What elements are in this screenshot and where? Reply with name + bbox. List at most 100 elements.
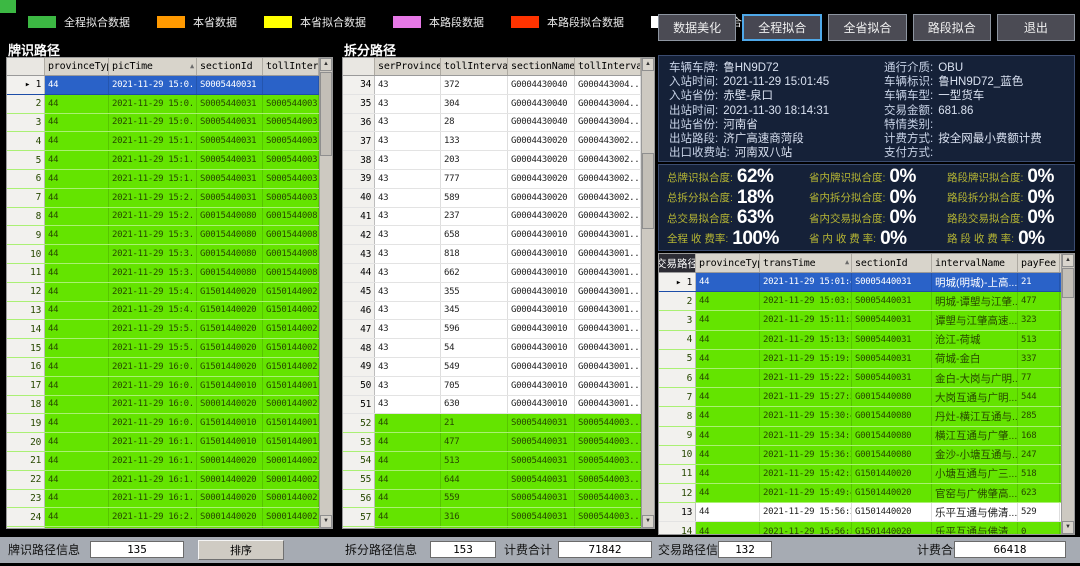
table-row[interactable]: 19 44 2021-11-29 16:0... G1501440010 G150144… bbox=[7, 414, 332, 434]
scroll-down-icon[interactable]: ▼ bbox=[1062, 521, 1074, 534]
table-row[interactable]: 46 43 345 G0004430010 G000443001... bbox=[343, 301, 654, 321]
column-header-tollIntervalIc[interactable]: tollIntervalIc bbox=[263, 58, 319, 75]
column-header-provinceType[interactable]: provinceType bbox=[696, 254, 760, 272]
section-fit-button[interactable]: 路段拟合 bbox=[912, 14, 991, 41]
split-total-field[interactable] bbox=[558, 541, 652, 558]
sort-button[interactable]: 排序 bbox=[198, 540, 284, 560]
table-row[interactable]: 51 43 630 G0004430010 G000443001... bbox=[343, 395, 654, 415]
table-row[interactable]: 2 44 2021-11-29 15:03:35 S0005440031 明城-谭塱与江… bbox=[659, 292, 1074, 312]
table-row[interactable]: 22 44 2021-11-29 16:1... S0001440020 S000144… bbox=[7, 470, 332, 490]
table-row[interactable]: 38 43 203 G0004430020 G000443002... bbox=[343, 151, 654, 170]
table-row[interactable]: 53 44 477 S0005440031 S000544003... bbox=[343, 433, 654, 452]
table-row[interactable]: 45 43 355 G0004430010 G000443001... bbox=[343, 282, 654, 302]
table-row[interactable]: 13 44 2021-11-29 15:4... G1501440020 G150144… bbox=[7, 301, 332, 321]
column-header-intervalName[interactable]: intervalName bbox=[932, 254, 1018, 272]
table-row[interactable]: 9 44 2021-11-29 15:34:16 G0015440080 横江互通与广肇… bbox=[659, 426, 1074, 446]
table-row[interactable]: 4 44 2021-11-29 15:13:18 S0005440031 沧江-荷城 51… bbox=[659, 330, 1074, 350]
trans-info-count-field[interactable] bbox=[718, 541, 772, 558]
column-header-picTime[interactable]: picTime ▲ bbox=[109, 58, 197, 75]
table-row[interactable]: 39 43 777 G0004430020 G000443002... bbox=[343, 169, 654, 189]
table-row[interactable]: 20 44 2021-11-29 16:1... G1501440010 G150144… bbox=[7, 433, 332, 452]
table-row[interactable]: 10 44 2021-11-29 15:36:28 G0015440080 金沙-小塘互… bbox=[659, 445, 1074, 465]
table-row[interactable]: 50 43 705 G0004430010 G000443001... bbox=[343, 376, 654, 396]
table-row[interactable]: 23 44 2021-11-29 16:1... S0001440020 S000144… bbox=[7, 489, 332, 509]
table-row[interactable]: 54 44 513 S0005440031 S000544003... bbox=[343, 451, 654, 471]
scrollbar-thumb[interactable] bbox=[320, 72, 332, 156]
table-row[interactable]: 34 43 372 G0004430040 G000443004... bbox=[343, 76, 654, 95]
table-row[interactable]: 8 44 2021-11-29 15:30:46 G0015440080 丹灶-横江互通… bbox=[659, 407, 1074, 427]
province-fit-button[interactable]: 全省拟合 bbox=[828, 14, 907, 41]
table-row[interactable]: 24 44 2021-11-29 16:2... S0001440020 S000144… bbox=[7, 508, 332, 528]
plate-info-count-field[interactable] bbox=[90, 541, 184, 558]
table-row[interactable]: 56 44 559 S0005440031 S000544003... bbox=[343, 489, 654, 509]
column-header-sectionId[interactable]: sectionId bbox=[852, 254, 932, 272]
column-header-sectionId[interactable]: sectionId bbox=[197, 58, 263, 75]
table-row[interactable]: 25442021-11-29 16:2...S0041440010S004144… bbox=[7, 527, 332, 528]
table-row[interactable]: 16 44 2021-11-29 16:0... G1501440020 G150144… bbox=[7, 357, 332, 377]
trans-total-field[interactable] bbox=[954, 541, 1066, 558]
table-row[interactable]: 15 44 2021-11-29 15:5... G1501440020 G150144… bbox=[7, 339, 332, 358]
split-info-count-field[interactable] bbox=[430, 541, 496, 558]
column-header-payFee[interactable]: payFee bbox=[1018, 254, 1060, 272]
table-row[interactable]: 52 44 21 S0005440031 S000544003... bbox=[343, 414, 654, 434]
table-row[interactable]: 5 44 2021-11-29 15:1... S0005440031 S0005440… bbox=[7, 151, 332, 170]
table-row[interactable]: 12 44 2021-11-29 15:49:45 G1501440020 官窑与广佛肇… bbox=[659, 484, 1074, 504]
column-header-transTime[interactable]: transTime ▲ bbox=[760, 254, 852, 272]
table-row[interactable]: 14 44 2021-11-29 15:56:20 G1501440020 乐平互通与佛… bbox=[659, 522, 1074, 534]
split-vertical-scrollbar[interactable]: ▲ ▼ bbox=[641, 58, 654, 528]
table-row[interactable]: 6 44 2021-11-29 15:22:18 S0005440031 金白-大岗与广… bbox=[659, 368, 1074, 389]
table-row[interactable]: 6 44 2021-11-29 15:1... S0005440031 S0005440… bbox=[7, 169, 332, 189]
column-header-tollIntervalPa[interactable]: tollIntervalPa bbox=[441, 58, 508, 75]
scroll-down-icon[interactable]: ▼ bbox=[320, 515, 332, 528]
table-row[interactable]: 55 44 644 S0005440031 S000544003... bbox=[343, 470, 654, 490]
table-row[interactable]: 57 44 316 S0005440031 S000544003... bbox=[343, 508, 654, 528]
table-row[interactable]: 5 44 2021-11-29 15:19:10 S0005440031 荷城-金白 33… bbox=[659, 349, 1074, 369]
trans-vertical-scrollbar[interactable]: ▲ ▼ bbox=[1061, 254, 1074, 534]
table-row[interactable]: 8 44 2021-11-29 15:2... G0015440080 G0015440… bbox=[7, 207, 332, 227]
column-header-tollIntervals[interactable]: tollIntervals bbox=[575, 58, 641, 75]
table-row[interactable]: 9 44 2021-11-29 15:3... G0015440080 G0015440… bbox=[7, 226, 332, 246]
scrollbar-thumb[interactable] bbox=[642, 153, 654, 229]
table-row[interactable]: ▸ 1 44 2021-11-29 15:0... S0005440031 bbox=[7, 76, 332, 95]
scrollbar-thumb[interactable] bbox=[1062, 268, 1074, 298]
table-row[interactable]: 3 44 2021-11-29 15:11:31 S0005440031 谭塱与江肇高速… bbox=[659, 311, 1074, 331]
column-header-provinceType[interactable]: provinceType bbox=[45, 58, 109, 75]
plate-vertical-scrollbar[interactable]: ▲ ▼ bbox=[319, 58, 332, 528]
table-row[interactable]: 44 43 662 G0004430010 G000443001... bbox=[343, 263, 654, 283]
table-row[interactable]: 37 43 133 G0004430020 G000443002... bbox=[343, 132, 654, 152]
table-row[interactable]: 7 44 2021-11-29 15:27:57 G0015440080 大岗互通与广明… bbox=[659, 388, 1074, 408]
table-row[interactable]: 13 44 2021-11-29 15:56:20 G1501440020 乐平互通与佛… bbox=[659, 503, 1074, 523]
table-row[interactable]: 17 44 2021-11-29 16:0... G1501440010 G150144… bbox=[7, 376, 332, 396]
table-row[interactable]: 48 43 54 G0004430010 G000443001... bbox=[343, 339, 654, 358]
column-header-serProvinceId[interactable]: serProvinceId bbox=[375, 58, 441, 75]
table-row[interactable]: 11 44 2021-11-29 15:3... G0015440080 G001544… bbox=[7, 263, 332, 283]
table-row[interactable]: 2 44 2021-11-29 15:0... S0005440031 S0005440… bbox=[7, 94, 332, 114]
table-row[interactable]: 36 43 28 G0004430040 G000443004... bbox=[343, 113, 654, 133]
table-row[interactable]: 35 43 304 G0004430040 G000443004... bbox=[343, 94, 654, 114]
scroll-down-icon[interactable]: ▼ bbox=[642, 515, 654, 528]
table-row[interactable]: 3 44 2021-11-29 15:0... S0005440031 S0005440… bbox=[7, 113, 332, 133]
table-row[interactable]: 7 44 2021-11-29 15:2... S0005440031 S0005440… bbox=[7, 188, 332, 208]
scroll-up-icon[interactable]: ▲ bbox=[1062, 254, 1074, 267]
table-row[interactable]: 21 44 2021-11-29 16:1... S0001440020 S000144… bbox=[7, 451, 332, 471]
table-row[interactable]: 41 43 237 G0004430020 G000443002... bbox=[343, 207, 654, 227]
full-route-fit-button[interactable]: 全程拟合 bbox=[742, 14, 823, 41]
table-row[interactable]: 5844510G0015440080G001544008... bbox=[343, 527, 654, 528]
table-row[interactable]: 42 43 658 G0004430010 G000443001... bbox=[343, 226, 654, 246]
column-header-sectionName[interactable]: sectionName bbox=[508, 58, 575, 75]
scroll-up-icon[interactable]: ▲ bbox=[320, 58, 332, 71]
table-row[interactable]: 11 44 2021-11-29 15:42:51 G1501440020 小塘互通与广… bbox=[659, 464, 1074, 485]
data-beautify-button[interactable]: 数据美化 bbox=[658, 14, 737, 41]
scroll-up-icon[interactable]: ▲ bbox=[642, 58, 654, 71]
table-row[interactable]: 47 43 596 G0004430010 G000443001... bbox=[343, 320, 654, 340]
table-row[interactable]: 40 43 589 G0004430020 G000443002... bbox=[343, 188, 654, 208]
table-row[interactable]: ▸ 1 44 2021-11-29 15:01:46 S0005440031 明城(明城… bbox=[659, 273, 1074, 293]
exit-button[interactable]: 退出 bbox=[996, 14, 1076, 41]
table-row[interactable]: 12 44 2021-11-29 15:4... G1501440020 G150144… bbox=[7, 282, 332, 302]
table-row[interactable]: 43 43 818 G0004430010 G000443001... bbox=[343, 245, 654, 264]
table-row[interactable]: 10 44 2021-11-29 15:3... G0015440080 G001544… bbox=[7, 245, 332, 264]
table-row[interactable]: 14 44 2021-11-29 15:5... G1501440020 G150144… bbox=[7, 320, 332, 340]
table-row[interactable]: 4 44 2021-11-29 15:1... S0005440031 S0005440… bbox=[7, 132, 332, 152]
table-row[interactable]: 18 44 2021-11-29 16:0... S0001440020 S000144… bbox=[7, 395, 332, 415]
table-row[interactable]: 49 43 549 G0004430010 G000443001... bbox=[343, 357, 654, 377]
